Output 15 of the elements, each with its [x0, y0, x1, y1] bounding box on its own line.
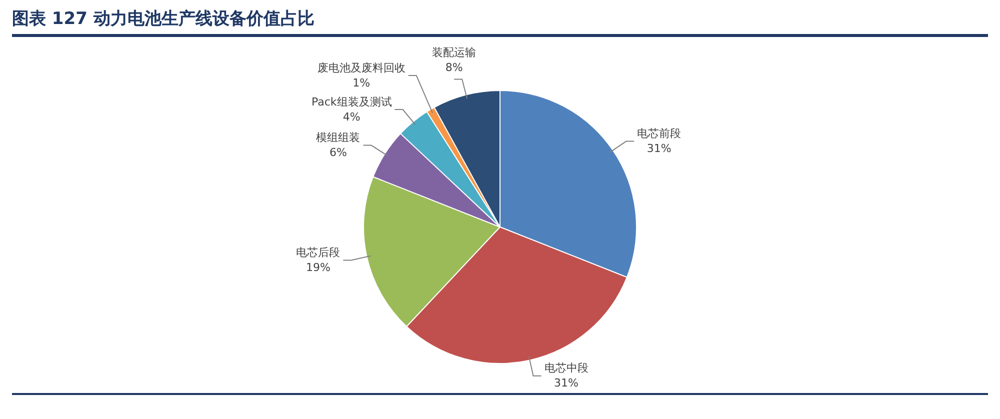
slice-label: 装配运输	[432, 46, 476, 60]
data-label: 31%	[554, 376, 578, 390]
slice-label: 电芯前段	[637, 127, 682, 140]
slice-label: Pack组装及测试	[311, 95, 392, 108]
data-label: 19%	[306, 261, 330, 274]
slice-label: 废电池及废料回收	[317, 61, 406, 74]
data-label: 6%	[330, 146, 347, 160]
data-label: 8%	[445, 61, 463, 74]
data-label: 1%	[352, 76, 370, 90]
data-label: 4%	[342, 110, 360, 124]
slice-label: 电芯后段	[296, 246, 340, 260]
slice-label: 电芯中段	[544, 362, 588, 375]
slice-label: 模组组装	[316, 131, 360, 144]
data-label: 31%	[646, 142, 672, 156]
chart-title: 图表 127 动力电池生产线设备价值占比	[12, 6, 988, 37]
